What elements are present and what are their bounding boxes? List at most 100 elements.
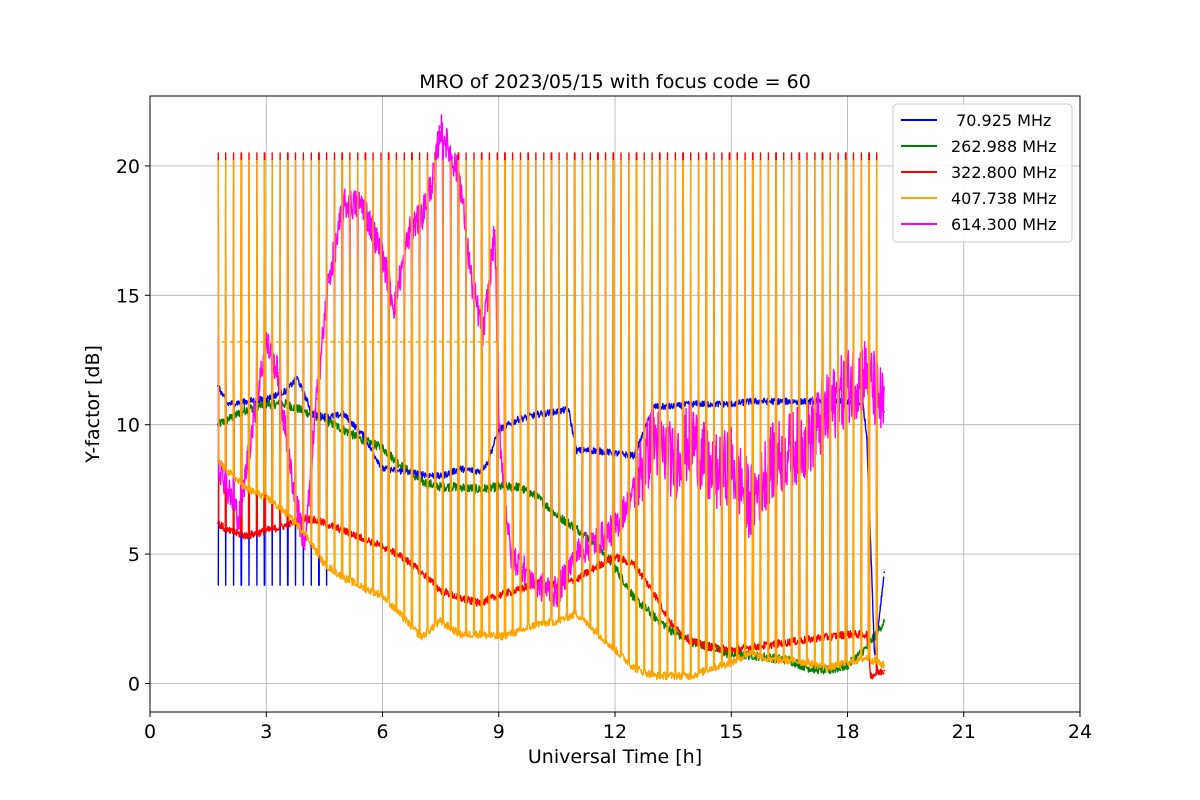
data-point — [846, 400, 849, 403]
data-point — [253, 410, 256, 413]
y-tick-label: 15 — [116, 285, 140, 307]
data-point — [439, 485, 442, 488]
data-point — [245, 400, 248, 403]
data-point — [633, 488, 636, 491]
data-point — [420, 472, 423, 475]
data-point — [807, 400, 810, 403]
data-point — [482, 333, 485, 336]
data-point — [710, 475, 713, 478]
data-point — [245, 535, 248, 537]
data-point — [555, 620, 558, 623]
chart-title: MRO of 2023/05/15 with focus code = 60 — [419, 71, 811, 93]
data-point — [470, 281, 473, 284]
data-point — [594, 566, 597, 568]
data-point — [827, 667, 830, 669]
data-point — [284, 390, 287, 392]
data-point — [788, 641, 791, 644]
data-point — [216, 522, 219, 524]
data-point — [459, 177, 461, 180]
data-point — [284, 524, 287, 527]
data-point — [296, 377, 299, 380]
data-point — [827, 410, 830, 413]
data-point — [883, 571, 886, 574]
data-point — [633, 563, 636, 566]
legend-entry: 262.988 MHz — [951, 137, 1056, 156]
legend-entry: 70.925 MHz — [951, 111, 1051, 130]
data-point — [672, 405, 675, 408]
data-point — [807, 667, 810, 669]
y-tick-label: 10 — [116, 415, 140, 437]
series-3 — [216, 160, 886, 681]
data-point — [883, 669, 886, 672]
data-point — [226, 470, 229, 473]
x-tick-label: 18 — [835, 721, 859, 743]
x-axis: 0 3 6 9 12 15 18 21 24 — [144, 712, 1092, 743]
data-point — [304, 532, 306, 535]
x-tick-label: 21 — [952, 721, 976, 743]
data-point — [749, 501, 752, 504]
data-point — [769, 659, 771, 662]
data-point — [710, 667, 713, 669]
data-point — [536, 496, 539, 499]
data-point — [575, 612, 578, 615]
data-point — [323, 563, 326, 566]
data-point — [769, 643, 771, 646]
data-point — [536, 584, 539, 587]
data-point — [788, 659, 791, 662]
x-tick-label: 3 — [260, 721, 272, 743]
x-tick-label: 6 — [376, 721, 388, 743]
data-point — [362, 434, 365, 436]
legend-entry: 407.738 MHz — [951, 189, 1056, 208]
data-point — [342, 576, 345, 579]
data-point — [807, 436, 810, 439]
y-axis-label: Y-factor [dB] — [82, 345, 104, 464]
data-point — [393, 304, 396, 307]
data-point — [652, 674, 655, 677]
data-point — [865, 656, 868, 659]
data-point — [614, 648, 616, 651]
data-point — [245, 408, 248, 411]
data-point — [497, 423, 500, 426]
data-point — [730, 403, 733, 405]
data-point — [216, 460, 219, 462]
data-point — [883, 664, 886, 667]
data-point — [594, 540, 597, 543]
data-point — [265, 496, 268, 499]
data-point — [594, 630, 597, 633]
data-point — [451, 157, 454, 160]
data-point — [497, 428, 500, 431]
data-point — [846, 384, 849, 387]
data-point — [400, 465, 403, 468]
data-point — [672, 630, 675, 633]
data-point — [517, 589, 520, 592]
data-point — [567, 408, 570, 411]
x-tick-label: 0 — [144, 721, 156, 743]
data-point — [730, 661, 733, 664]
data-point — [691, 641, 694, 644]
data-point — [226, 488, 229, 491]
data-point — [265, 397, 268, 400]
data-point — [691, 674, 694, 677]
data-point — [749, 651, 752, 654]
data-point — [555, 592, 558, 594]
data-point — [381, 594, 384, 597]
x-tick-label: 24 — [1068, 721, 1092, 743]
data-point — [323, 522, 326, 524]
data-point — [769, 462, 771, 465]
data-point — [304, 516, 306, 519]
legend-box — [892, 103, 1073, 243]
plot-area — [216, 114, 886, 681]
data-point — [420, 216, 423, 219]
data-point — [652, 615, 655, 618]
data-point — [327, 416, 330, 418]
series-line — [217, 160, 885, 681]
data-point — [400, 470, 403, 473]
x-tick-label: 15 — [719, 721, 743, 743]
data-point — [439, 589, 442, 592]
data-point — [265, 340, 268, 343]
data-point — [749, 400, 752, 403]
data-point — [879, 604, 882, 607]
data-point — [672, 674, 675, 677]
data-point — [400, 555, 403, 558]
